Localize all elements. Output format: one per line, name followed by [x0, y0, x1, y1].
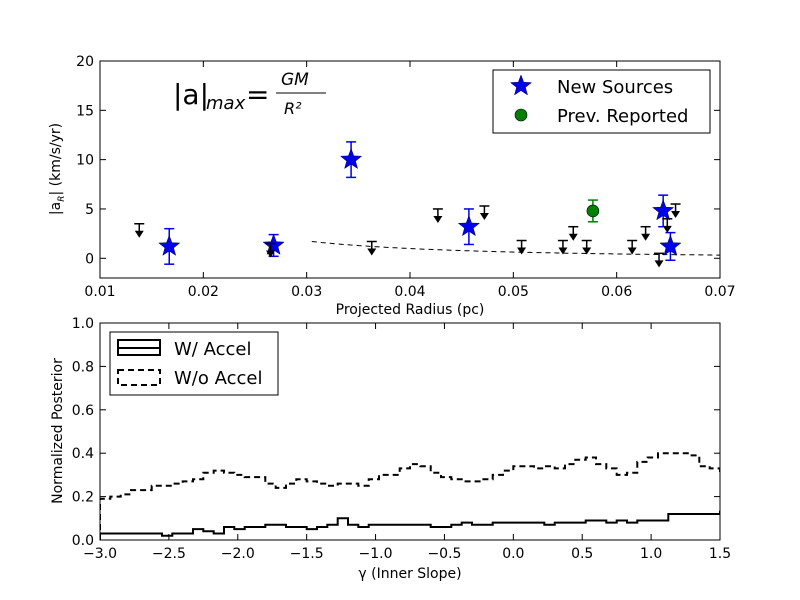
- top-x-tick-label: 0.05: [498, 284, 529, 300]
- new-source-star: [262, 233, 285, 255]
- top-ylabel-suffix: | (km/s/yr): [48, 123, 64, 196]
- top-x-tick-label: 0.07: [704, 284, 735, 300]
- top-y-axis-label: |aR| (km/s/yr): [48, 123, 67, 215]
- new-source-star: [652, 199, 675, 221]
- top-y-tick-label: 0: [85, 251, 94, 267]
- top-y-tick-label: 10: [76, 153, 94, 169]
- top-data-marks: [134, 141, 682, 268]
- formula-lhs-sub: max: [206, 93, 246, 114]
- top-legend: New Sources Prev. Reported: [492, 69, 711, 134]
- upper-limit-arrow: [366, 240, 377, 256]
- top-y-tick-label: 20: [76, 54, 94, 70]
- upper-limit-arrow: [670, 203, 681, 219]
- top-x-tick-label: 0.04: [394, 284, 425, 300]
- bottom-y-axis-label: Normalized Posterior: [50, 358, 66, 504]
- bottom-x-tick-label: 0.5: [571, 546, 593, 562]
- top-y-tick-label: 15: [76, 103, 94, 119]
- upper-limit-arrow: [432, 208, 443, 223]
- bottom-x-tick-label: −3.0: [83, 546, 117, 562]
- bottom-y-tick-label: 0.0: [72, 533, 94, 549]
- top-x-tick-label: 0.02: [188, 284, 219, 300]
- upper-limit-arrow: [654, 252, 665, 268]
- top-ylabel-sub: R: [57, 196, 67, 202]
- formula-equals: =: [246, 78, 269, 111]
- legend-dashed-patch: [117, 369, 161, 386]
- posterior-histograms: [100, 452, 720, 540]
- new-source-star: [457, 214, 481, 237]
- legend-without-accel: W/o Accel: [174, 368, 262, 389]
- top-legend-box: [492, 69, 711, 134]
- legend-with-accel: W/ Accel: [174, 339, 251, 360]
- top-y-tick-label: 5: [85, 202, 94, 218]
- bottom-x-tick-label: −0.5: [427, 546, 461, 562]
- upper-limit-arrow: [134, 223, 145, 238]
- top-ylabel-prefix: |a: [48, 202, 64, 215]
- legend-new-sources: New Sources: [557, 77, 673, 98]
- upper-limit-arrow: [662, 218, 673, 233]
- upper-limit-arrow: [640, 225, 651, 241]
- bottom-x-tick-label: −1.5: [290, 546, 324, 562]
- bottom-x-tick-label: −1.0: [359, 546, 393, 562]
- bottom-x-tick-label: 1.0: [640, 546, 662, 562]
- bottom-y-tick-label: 0.6: [72, 403, 94, 419]
- bottom-legend-box: [109, 331, 279, 396]
- bottom-x-axis-label: γ (Inner Slope): [358, 566, 461, 582]
- legend-solid-patch: [117, 339, 161, 356]
- bottom-panel: −3.0 −2.5 −2.0 −1.5 −1.0 −0.5 0.0 0.5 1.0 1.5 0.0 0…: [50, 316, 731, 582]
- bottom-y-tick-label: 0.8: [72, 359, 94, 375]
- new-source-star: [339, 147, 363, 170]
- upper-limit-arrow: [265, 242, 276, 258]
- formula-lhs: |a|: [173, 78, 209, 111]
- legend-star-marker: [509, 74, 533, 96]
- formula-denominator: R²: [284, 99, 302, 118]
- bottom-x-tick-label: 0.0: [502, 546, 524, 562]
- formula-numerator: GM: [281, 70, 309, 90]
- top-x-tick-label: 0.06: [601, 284, 632, 300]
- bottom-y-tick-label: 0.4: [72, 446, 94, 462]
- upper-limit-arrow: [627, 239, 638, 255]
- upper-limit-arrow: [581, 239, 592, 255]
- legend-prev-reported: Prev. Reported: [557, 106, 688, 127]
- upper-limit-arrow: [557, 239, 568, 255]
- upper-limit-arrow: [516, 239, 527, 255]
- bottom-axes-frame: [99, 322, 721, 541]
- bottom-y-tick-label: 0.2: [72, 490, 94, 506]
- top-ticks: 0.01 0.02 0.03 0.04 0.05 0.06 0.07 0 5 10 15 20: [76, 54, 735, 300]
- top-x-axis-label: Projected Radius (pc): [336, 302, 485, 318]
- max-acceleration-formula: |a| max = GM R²: [173, 70, 326, 118]
- new-source-star: [158, 234, 181, 256]
- without-accel-histogram: [100, 452, 720, 540]
- upper-limit-arrow: [479, 205, 490, 220]
- prev-reported-point: [586, 204, 600, 218]
- upper-limit-arrow: [568, 225, 579, 241]
- top-x-tick-label: 0.03: [291, 284, 322, 300]
- legend-circle-marker: [514, 108, 528, 122]
- bottom-x-tick-label: −2.0: [221, 546, 255, 562]
- bottom-x-tick-label: −2.5: [152, 546, 186, 562]
- new-source-star: [659, 234, 682, 256]
- bottom-y-tick-label: 1.0: [72, 316, 94, 332]
- bottom-ticks: −3.0 −2.5 −2.0 −1.5 −1.0 −0.5 0.0 0.5 1.0 1.5 0.0 0…: [72, 316, 731, 562]
- top-x-tick-label: 0.01: [84, 284, 115, 300]
- bottom-x-tick-label: 1.5: [709, 546, 731, 562]
- bottom-legend: W/ Accel W/o Accel: [109, 331, 279, 396]
- with-accel-histogram: [100, 510, 720, 540]
